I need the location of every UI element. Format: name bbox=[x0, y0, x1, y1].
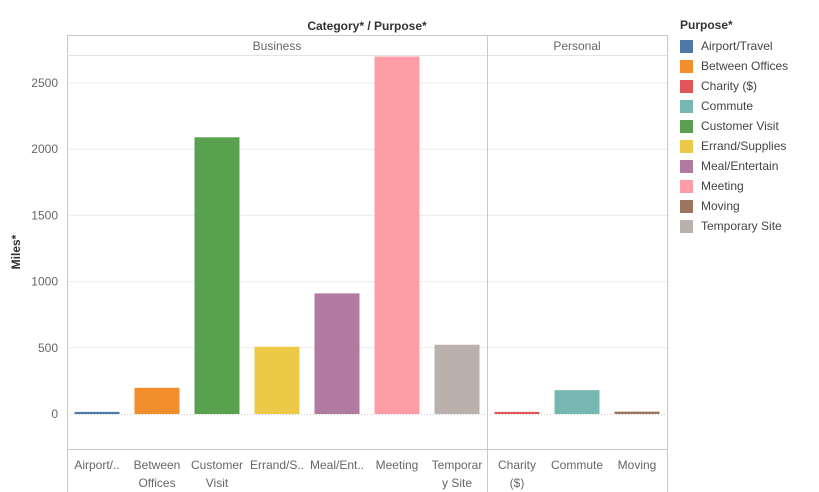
legend-label: Commute bbox=[701, 99, 754, 113]
y-tick-label: 1000 bbox=[31, 275, 58, 289]
x-tick-label: Meeting bbox=[376, 458, 419, 472]
x-tick-label: y Site bbox=[442, 476, 472, 490]
x-tick-label: Customer bbox=[191, 458, 243, 472]
chart-title: Category* / Purpose* bbox=[307, 19, 427, 33]
bar-meal-entertain bbox=[314, 293, 360, 414]
legend-item[interactable]: Temporary Site bbox=[680, 216, 816, 236]
legend-swatch bbox=[680, 159, 693, 173]
legend-swatch bbox=[680, 199, 693, 213]
bar-temporary-site bbox=[434, 344, 480, 414]
bar-moving bbox=[614, 411, 660, 414]
legend-label: Customer Visit bbox=[701, 119, 779, 133]
legend-swatch bbox=[680, 219, 693, 233]
y-axis-label: Miles* bbox=[9, 234, 23, 269]
legend-swatch bbox=[680, 79, 693, 93]
legend-item[interactable]: Meeting bbox=[680, 176, 816, 196]
legend-swatch bbox=[680, 59, 693, 73]
y-tick-label: 2000 bbox=[31, 142, 58, 156]
legend-label: Airport/Travel bbox=[701, 39, 773, 53]
legend-swatch bbox=[680, 39, 693, 53]
legend-swatch bbox=[680, 119, 693, 133]
legend: Purpose* Airport/Travel Between Offices Ch… bbox=[680, 18, 816, 236]
x-tick-label: Commute bbox=[551, 458, 603, 472]
y-tick-label: 0 bbox=[51, 407, 58, 421]
x-tick-label: ($) bbox=[510, 476, 525, 490]
x-tick-label: Airport/.. bbox=[74, 458, 119, 472]
legend-swatch bbox=[680, 179, 693, 193]
legend-item[interactable]: Meal/Entertain bbox=[680, 156, 816, 176]
x-tick-label: Between bbox=[134, 458, 181, 472]
legend-title: Purpose* bbox=[680, 18, 733, 32]
bar-between-offices bbox=[134, 387, 180, 414]
legend-item[interactable]: Errand/Supplies bbox=[680, 136, 816, 156]
legend-item[interactable]: Airport/Travel bbox=[680, 36, 816, 56]
x-tick-label: Meal/Ent.. bbox=[310, 458, 364, 472]
bar-commute bbox=[554, 390, 600, 414]
legend-label: Temporary Site bbox=[701, 219, 782, 233]
panel-header-business: Business bbox=[253, 39, 302, 53]
legend-label: Meeting bbox=[701, 179, 744, 193]
legend-swatch bbox=[680, 139, 693, 153]
bar-customer-visit bbox=[194, 137, 240, 414]
bar-airport-travel bbox=[74, 411, 120, 414]
bar-chart: Category* / Purpose* Miles* 0 500 1000 1500… bbox=[9, 19, 668, 492]
bar-errand-supplies bbox=[254, 346, 300, 414]
legend-label: Errand/Supplies bbox=[701, 139, 787, 153]
y-tick-label: 2500 bbox=[31, 76, 58, 90]
y-tick-label: 1500 bbox=[31, 208, 58, 222]
legend-label: Between Offices bbox=[701, 59, 789, 73]
legend-label: Moving bbox=[701, 199, 740, 213]
y-tick-label: 500 bbox=[38, 341, 58, 355]
legend-label: Meal/Entertain bbox=[701, 159, 779, 173]
bar-charity- bbox=[494, 411, 540, 414]
legend-item[interactable]: Customer Visit bbox=[680, 116, 816, 136]
legend-item[interactable]: Commute bbox=[680, 96, 816, 116]
x-tick-label: Temporar bbox=[432, 458, 483, 472]
legend-swatch bbox=[680, 99, 693, 113]
x-tick-label: Visit bbox=[206, 476, 229, 490]
legend-item[interactable]: Between Offices bbox=[680, 56, 816, 76]
x-tick-label: Charity bbox=[498, 458, 536, 472]
panel-header-personal: Personal bbox=[553, 39, 600, 53]
legend-label: Charity ($) bbox=[701, 79, 758, 93]
bar-meeting bbox=[374, 56, 420, 415]
x-tick-label: Moving bbox=[618, 458, 657, 472]
legend-item[interactable]: Moving bbox=[680, 196, 816, 216]
legend-item[interactable]: Charity ($) bbox=[680, 76, 816, 96]
x-tick-label: Errand/S.. bbox=[250, 458, 304, 472]
x-tick-label: Offices bbox=[138, 476, 175, 490]
